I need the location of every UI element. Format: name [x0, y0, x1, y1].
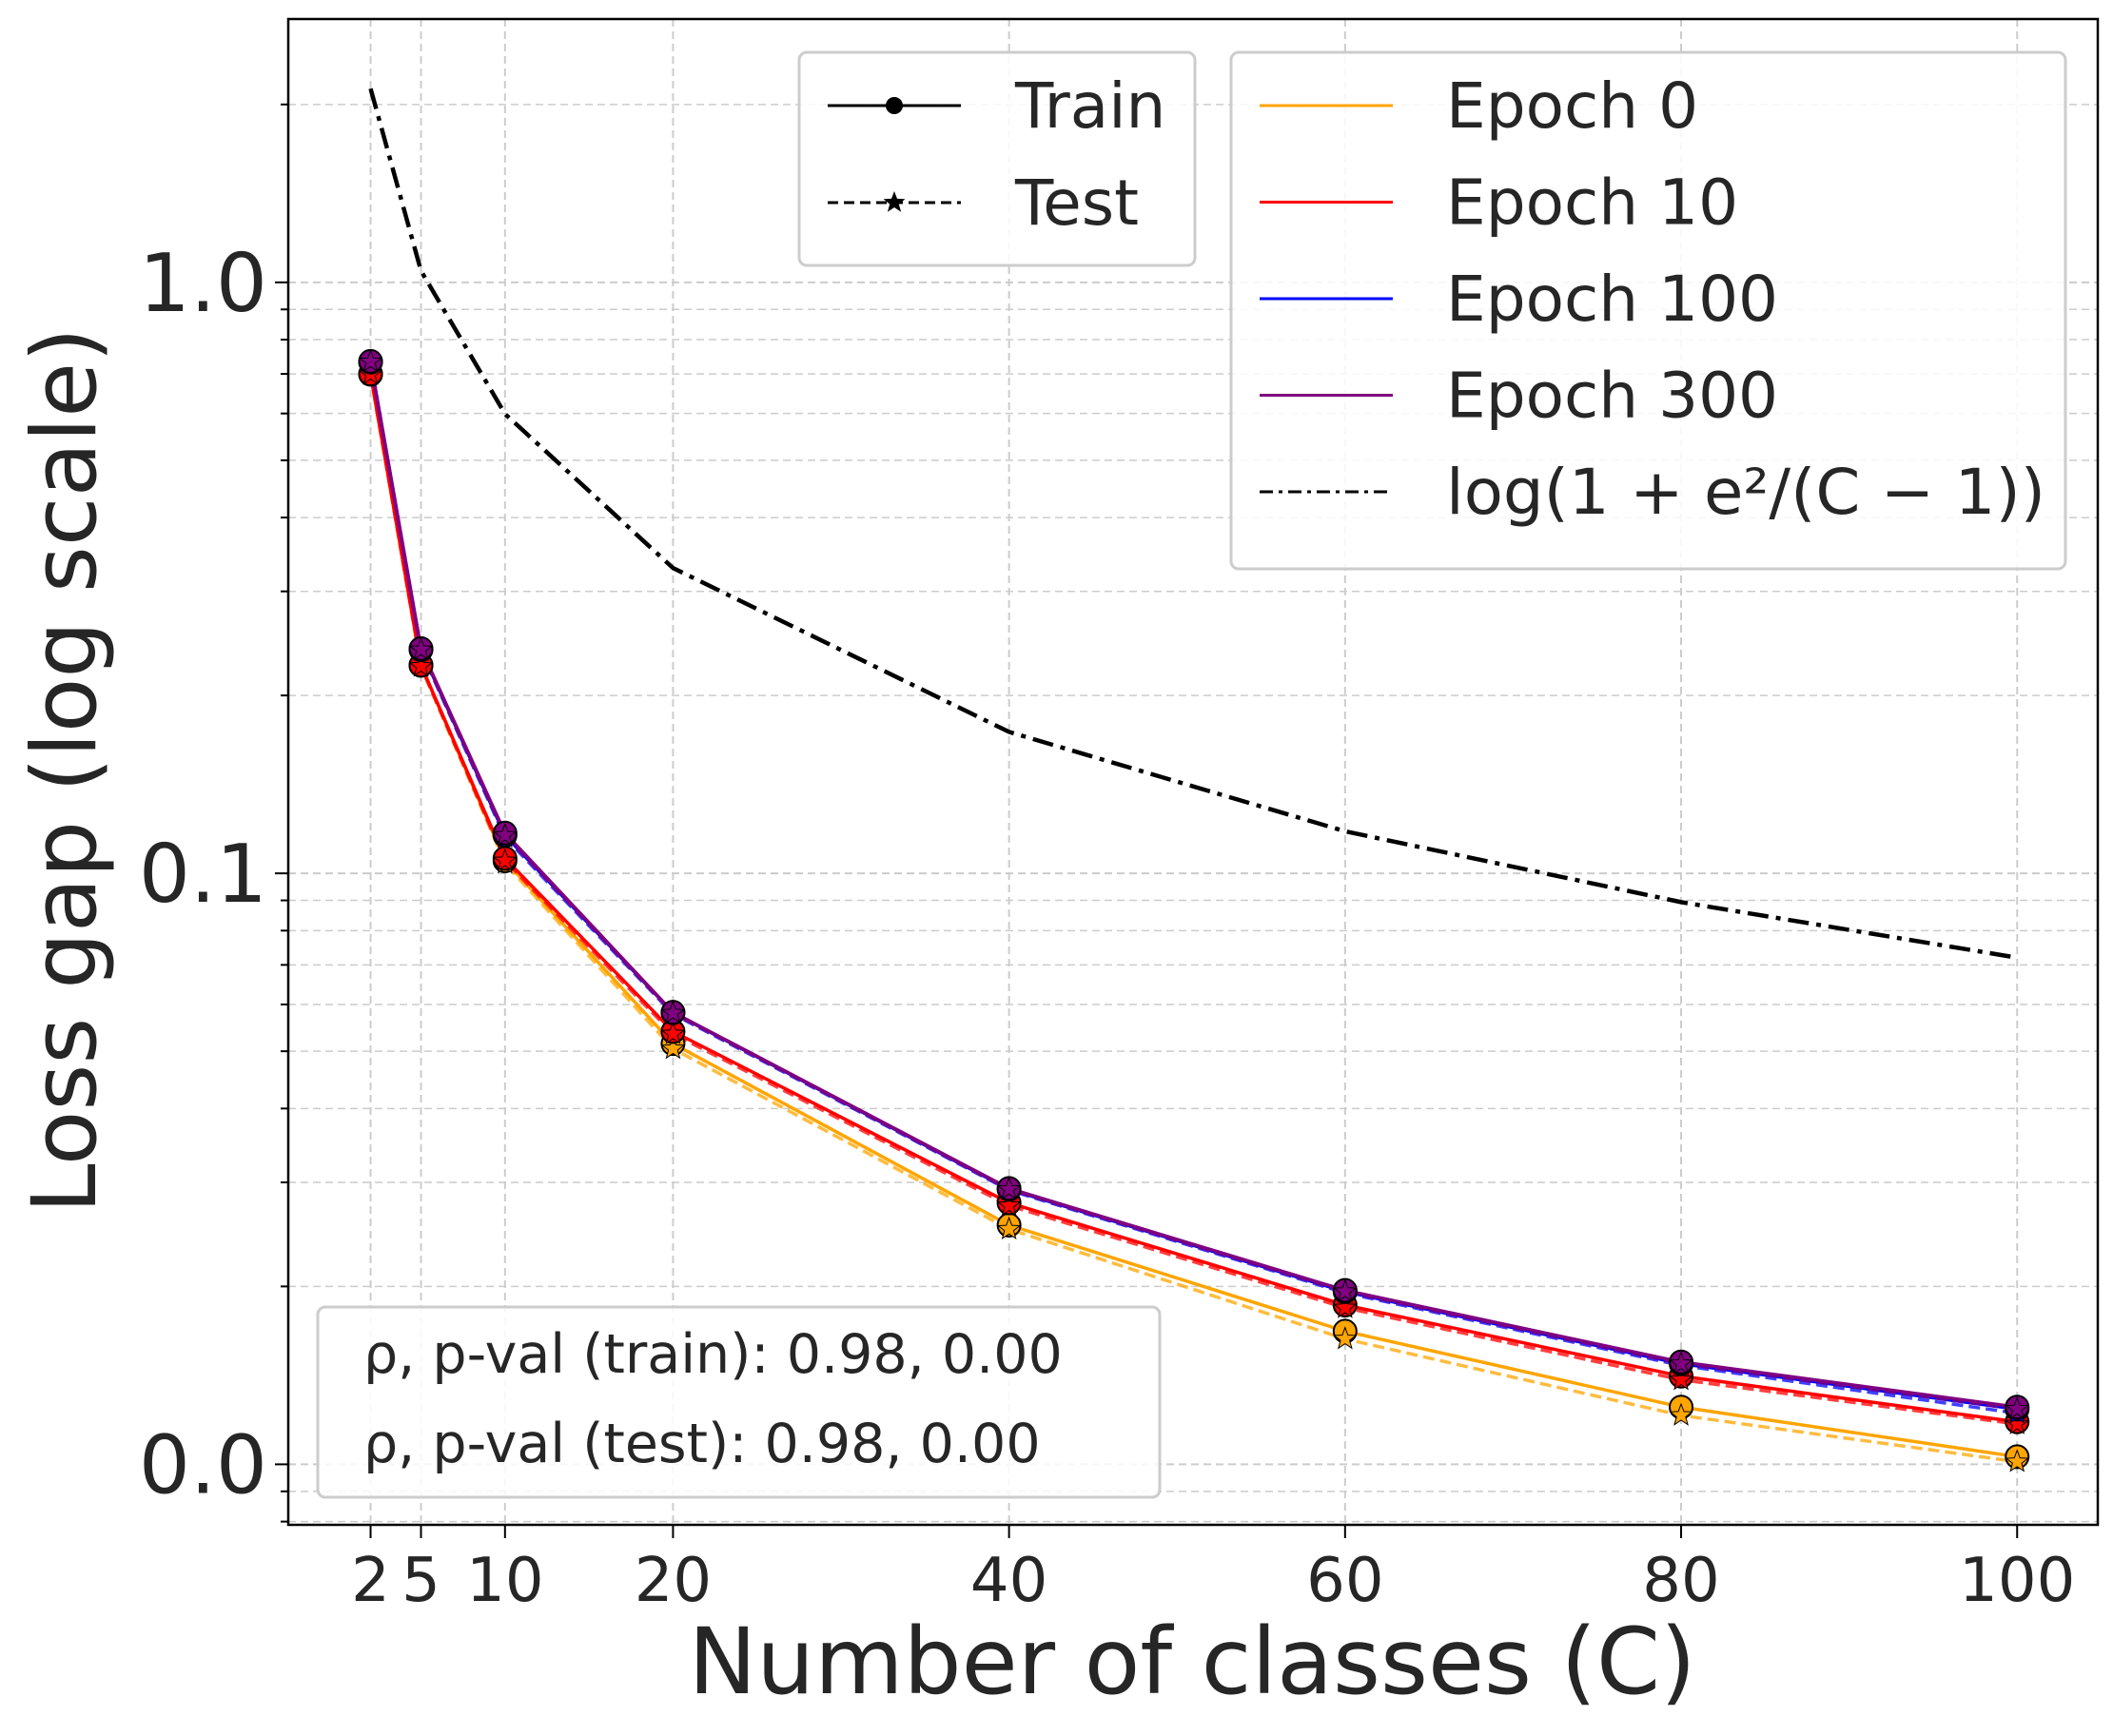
grid — [288, 19, 2098, 1525]
x-tick-label: 80 — [1642, 1546, 1719, 1616]
x-tick-label: 2 — [351, 1546, 390, 1616]
epoch-10-test-point — [1669, 1367, 1693, 1391]
y-axis-label: Loss gap (log scale) — [13, 327, 117, 1214]
legend-label: Epoch 100 — [1446, 263, 1778, 336]
epoch-300-train-line — [368, 361, 2018, 1409]
bound-line — [368, 88, 2018, 960]
legend-label: log(1 + e²/(C − 1)) — [1446, 456, 2045, 529]
x-tick-label: 100 — [1959, 1546, 2075, 1616]
y-tick-label: 0.1 — [139, 828, 267, 922]
x-tick-label: 10 — [466, 1546, 543, 1616]
epoch-10-test-point — [1333, 1295, 1358, 1318]
correlation-annotation: ρ, p-val (train): 0.98, 0.00 ρ, p-val (t… — [316, 1305, 1162, 1499]
y-tick-label: 1.0 — [139, 237, 267, 331]
epoch-300-test-point — [493, 822, 518, 846]
ticks: 1.0 0.1 0.0 2 5 10 20 40 60 80 100 — [139, 103, 2075, 1616]
legend-series: Epoch 0 Epoch 10 Epoch 100 Epoch 300 log(1 +… — [1229, 50, 2067, 571]
x-tick-label: 40 — [970, 1546, 1047, 1616]
epoch-0-test-point — [2005, 1449, 2029, 1473]
epoch-0-test-point — [1669, 1402, 1693, 1426]
epoch-300-test-point — [660, 1000, 686, 1024]
legend-label: Epoch 0 — [1446, 69, 1698, 143]
axes-frame — [286, 17, 2100, 1527]
x-tick-label: 60 — [1306, 1546, 1383, 1616]
train-correlation: ρ, p-val (train): 0.98, 0.00 — [363, 1323, 1063, 1386]
legend-label: Epoch 300 — [1446, 360, 1778, 433]
plot-area — [358, 88, 2030, 1473]
epoch-0-test-point — [660, 1036, 686, 1060]
x-tick-label: 20 — [635, 1546, 712, 1616]
legend-train-label: Train — [1014, 69, 1165, 143]
epoch-10-test-point — [408, 653, 434, 677]
epoch-0-test-point — [996, 1216, 1022, 1240]
epoch-300-test-point — [358, 348, 383, 373]
legend-test-marker — [883, 191, 906, 212]
legend-label: Epoch 10 — [1446, 166, 1738, 240]
epoch-300-test-point — [408, 636, 434, 660]
test-correlation: ρ, p-val (test): 0.98, 0.00 — [363, 1413, 1041, 1475]
y-tick-label: 0.0 — [139, 1418, 267, 1512]
legend-train-marker — [886, 97, 903, 114]
epoch-10-train-line — [368, 373, 2018, 1424]
epoch-10-test-point — [493, 848, 518, 871]
epoch-300-test-point — [2005, 1395, 2029, 1420]
epoch-300-test-point — [1669, 1351, 1693, 1375]
epoch-300-test-point — [996, 1176, 1022, 1200]
epoch-300-test-point — [1333, 1278, 1358, 1302]
x-tick-label: 5 — [401, 1546, 440, 1616]
epoch-10-test-point — [660, 1021, 686, 1044]
legend-style: Train Test — [797, 50, 1197, 267]
epoch-0-test-point — [1333, 1326, 1358, 1350]
epoch-10-test-point — [2005, 1411, 2029, 1434]
legend-test-label: Test — [1014, 166, 1139, 240]
x-axis-label: Number of classes (C) — [688, 1609, 1695, 1715]
epoch-10-test-point — [996, 1192, 1022, 1217]
